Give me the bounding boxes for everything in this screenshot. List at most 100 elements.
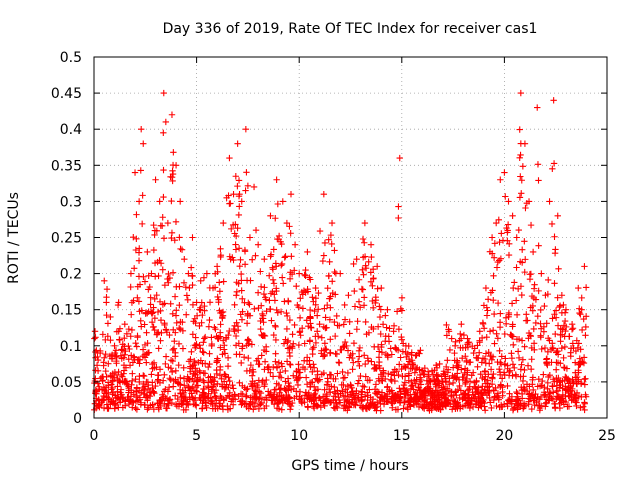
data-point [514, 390, 521, 397]
data-point [362, 264, 370, 272]
data-point [537, 320, 544, 327]
data-point [401, 390, 408, 397]
data-point [226, 327, 233, 335]
data-point-peak [168, 111, 176, 118]
data-point [192, 319, 199, 327]
data-point-peak [246, 234, 254, 241]
data-point [498, 353, 505, 360]
data-point [253, 357, 260, 364]
data-point [283, 309, 290, 317]
data-point [167, 300, 174, 308]
y-tick-label: 0.45 [51, 86, 82, 102]
data-point [177, 245, 184, 253]
data-point-peak [220, 219, 227, 227]
data-point-peak [148, 270, 155, 277]
data-point [511, 404, 518, 411]
data-point [250, 368, 257, 376]
data-point [392, 391, 399, 399]
data-point [278, 363, 286, 370]
data-point [371, 361, 378, 369]
data-point [212, 325, 219, 333]
data-point [350, 359, 357, 366]
data-point [484, 296, 492, 303]
data-point [360, 302, 368, 309]
data-point [218, 309, 225, 316]
data-point [522, 204, 529, 212]
data-point-peak [261, 255, 268, 263]
data-point [261, 366, 268, 373]
data-point [340, 374, 347, 382]
data-point [170, 149, 177, 156]
data-point [519, 163, 527, 170]
data-point [344, 389, 351, 396]
data-point [304, 285, 311, 293]
data-point [286, 316, 294, 324]
data-point [246, 301, 253, 308]
data-point [211, 374, 218, 381]
data-point [510, 341, 517, 349]
data-point [368, 253, 375, 261]
data-point [207, 377, 215, 385]
data-point [326, 295, 333, 302]
data-point [177, 374, 184, 381]
data-point [326, 258, 333, 266]
data-point [513, 388, 520, 396]
data-point-peak [575, 284, 582, 292]
data-point [333, 350, 341, 358]
data-point [257, 325, 264, 333]
data-point [301, 271, 308, 279]
data-point [278, 262, 285, 269]
data-point [424, 373, 432, 380]
data-point [432, 381, 440, 388]
data-point [102, 336, 109, 344]
data-point [525, 395, 532, 402]
data-point [244, 182, 252, 189]
data-point-peak [521, 140, 529, 147]
data-point [176, 234, 183, 241]
data-point [515, 354, 523, 362]
data-point [302, 389, 310, 396]
data-point [109, 377, 117, 384]
data-point [157, 316, 165, 324]
data-point [261, 332, 269, 340]
data-point-peak [131, 169, 139, 176]
data-point [217, 321, 224, 328]
data-point [128, 326, 136, 334]
data-point [518, 177, 525, 184]
data-point [496, 323, 504, 331]
data-point [235, 211, 243, 219]
data-point [144, 406, 151, 413]
data-point [429, 402, 436, 409]
data-point [262, 294, 269, 301]
data-point [541, 302, 548, 310]
data-point [465, 359, 473, 366]
data-point [169, 170, 177, 178]
data-point-peak [213, 263, 221, 270]
data-point [224, 362, 232, 370]
data-point [231, 230, 238, 237]
data-point [578, 326, 586, 334]
data-point [331, 268, 338, 276]
data-point-peak [115, 299, 122, 306]
data-point [158, 222, 166, 230]
data-point [330, 393, 338, 400]
data-point [149, 401, 156, 409]
data-point [238, 359, 245, 367]
data-point [188, 348, 195, 355]
chart-title: Day 336 of 2019, Rate Of TEC Index for r… [163, 21, 538, 37]
data-point [528, 344, 535, 352]
data-point [269, 394, 276, 401]
data-point [270, 246, 277, 253]
data-point [343, 342, 350, 350]
data-point [532, 296, 540, 303]
data-point-peak [140, 140, 147, 147]
data-point [232, 246, 240, 253]
data-point [408, 349, 415, 356]
data-point [134, 332, 141, 340]
data-point [310, 298, 317, 305]
data-point [283, 358, 291, 365]
data-point [136, 378, 143, 386]
data-point [525, 335, 532, 342]
data-point [509, 372, 516, 379]
data-point-peak [546, 198, 553, 205]
